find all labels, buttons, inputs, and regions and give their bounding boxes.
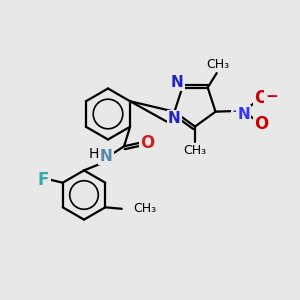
Text: CH₃: CH₃	[133, 202, 156, 215]
Text: +: +	[232, 105, 242, 118]
Text: O: O	[140, 134, 154, 152]
Text: F: F	[38, 171, 49, 189]
Text: O: O	[255, 89, 269, 107]
Text: O: O	[255, 115, 269, 133]
Text: N: N	[237, 106, 250, 122]
Text: CH₃: CH₃	[183, 143, 207, 157]
Text: N: N	[170, 75, 183, 90]
Text: H: H	[89, 147, 99, 161]
Text: N: N	[168, 111, 181, 126]
Text: −: −	[265, 88, 278, 104]
Text: CH₃: CH₃	[207, 58, 230, 71]
Text: N: N	[100, 149, 112, 164]
